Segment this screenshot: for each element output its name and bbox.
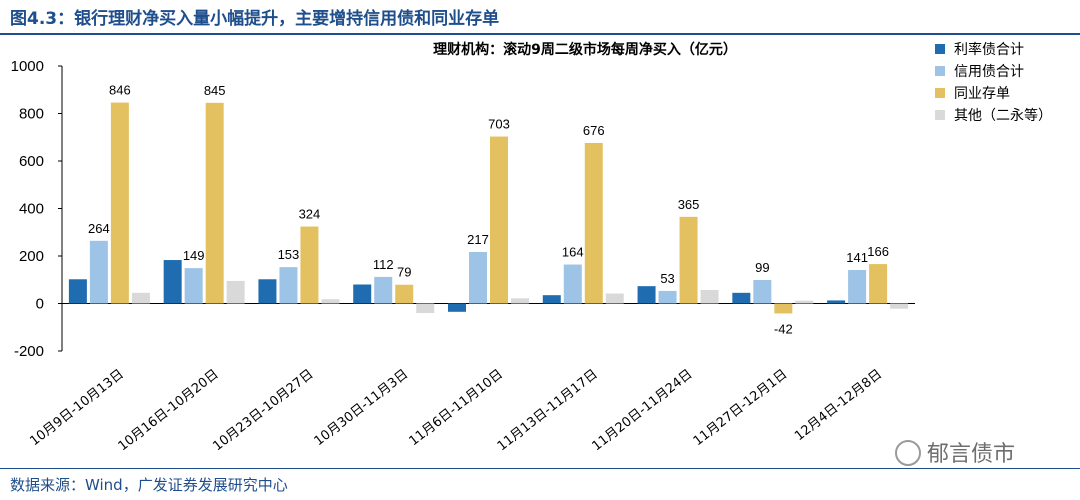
x-tick-label: 12月4日-12月8日 — [792, 367, 885, 444]
x-tick-label: 11月6日-11月10日 — [406, 367, 506, 449]
legend-swatch — [935, 88, 945, 98]
x-tick-label: 10月9日-10月13日 — [27, 367, 127, 449]
bar — [395, 284, 414, 304]
y-tick-label: 1000 — [11, 58, 44, 75]
bar — [679, 216, 698, 304]
source-note: 数据来源：Wind，广发证券发展研究中心 — [10, 476, 288, 494]
legend-swatch — [935, 44, 945, 54]
legend-label: 同业存单 — [954, 86, 1010, 102]
bar — [258, 279, 277, 304]
bar — [448, 303, 466, 312]
bar — [353, 284, 372, 304]
legend-label: 利率债合计 — [954, 42, 1024, 58]
legend-label: 其他（二永等） — [954, 108, 1052, 124]
bar — [890, 303, 909, 309]
data-label: 99 — [755, 260, 769, 275]
x-tick-label: 11月27日-12月1日 — [691, 367, 791, 449]
bar — [205, 102, 224, 304]
data-label: 324 — [299, 207, 321, 222]
legend-swatch — [935, 110, 945, 120]
data-label: 846 — [109, 83, 131, 98]
chart-title: 理财机构：滚动9周二级市场每周净买入（亿元） — [433, 41, 737, 58]
wechat-logo-icon — [895, 440, 921, 466]
footer-divider — [0, 468, 1080, 469]
data-label: 79 — [397, 265, 411, 280]
bar — [490, 136, 508, 304]
bar — [321, 299, 340, 304]
legend-swatch — [935, 66, 945, 76]
data-label: 365 — [678, 197, 700, 212]
data-label: -42 — [774, 321, 793, 336]
bar — [848, 270, 867, 304]
y-tick-label: 200 — [19, 248, 44, 265]
bar — [110, 102, 129, 304]
chart: 理财机构：滚动9周二级市场每周净买入（亿元） -200 0 200 400 600 800… — [11, 41, 915, 454]
data-label: 164 — [562, 245, 584, 260]
bar — [416, 303, 435, 313]
data-label: 112 — [373, 257, 394, 272]
watermark-text: 郁言债市 — [927, 442, 1016, 467]
bar — [753, 279, 772, 304]
bar — [511, 298, 529, 304]
data-label: 166 — [867, 244, 889, 259]
bar — [89, 240, 108, 304]
bar — [300, 226, 319, 304]
x-tick-label: 11月13日-11月17日 — [495, 367, 601, 454]
bar — [700, 289, 719, 304]
plot-area: -2000200400600800100026484610月9日-10月13日1… — [11, 58, 915, 454]
data-label: 264 — [88, 221, 110, 236]
bar — [658, 290, 677, 304]
y-tick-label: 800 — [19, 106, 44, 123]
y-tick-label: 400 — [19, 201, 44, 218]
bar — [795, 300, 814, 304]
bar — [469, 251, 487, 304]
legend-item: 同业存单 — [935, 82, 1052, 104]
bar — [184, 268, 203, 304]
bar — [374, 276, 393, 304]
x-tick-label: 10月23日-10月27日 — [210, 367, 316, 454]
legend: 利率债合计 信用债合计 同业存单 其他（二永等） — [935, 38, 1052, 126]
x-tick-label: 11月20日-11月24日 — [589, 367, 695, 454]
bar — [605, 293, 624, 304]
bar — [226, 280, 245, 304]
bar — [563, 264, 582, 304]
legend-item: 利率债合计 — [935, 38, 1052, 60]
data-label: 153 — [278, 247, 300, 262]
data-label: 676 — [583, 123, 605, 138]
bar — [163, 260, 182, 304]
watermark: 郁言债市 — [895, 436, 1015, 468]
data-label: 217 — [467, 232, 489, 247]
x-tick-label: 10月30日-11月3日 — [312, 367, 412, 449]
bar — [637, 286, 656, 304]
legend-label: 信用债合计 — [954, 64, 1024, 80]
bar — [584, 142, 603, 304]
legend-item: 信用债合计 — [935, 60, 1052, 82]
title-divider — [0, 33, 1080, 35]
data-label: 703 — [488, 117, 510, 132]
y-tick-label: 600 — [19, 153, 44, 170]
y-tick-label: -200 — [14, 343, 44, 360]
bar — [869, 264, 888, 304]
y-tick-label: 0 — [36, 296, 44, 313]
data-label: 141 — [846, 250, 868, 265]
bar — [774, 303, 793, 314]
data-label: 845 — [204, 83, 226, 98]
x-tick-label: 10月16日-10月20日 — [116, 367, 222, 454]
bar — [279, 267, 298, 304]
data-label: 149 — [183, 248, 205, 263]
bar — [732, 292, 751, 304]
figure-title: 图4.3：银行理财净买入量小幅提升，主要增持信用债和同业存单 — [10, 9, 500, 29]
bar — [542, 295, 561, 304]
data-label: 53 — [660, 271, 674, 286]
bar — [131, 292, 150, 304]
bar — [68, 279, 87, 304]
legend-item: 其他（二永等） — [935, 104, 1052, 126]
bar — [827, 300, 846, 304]
